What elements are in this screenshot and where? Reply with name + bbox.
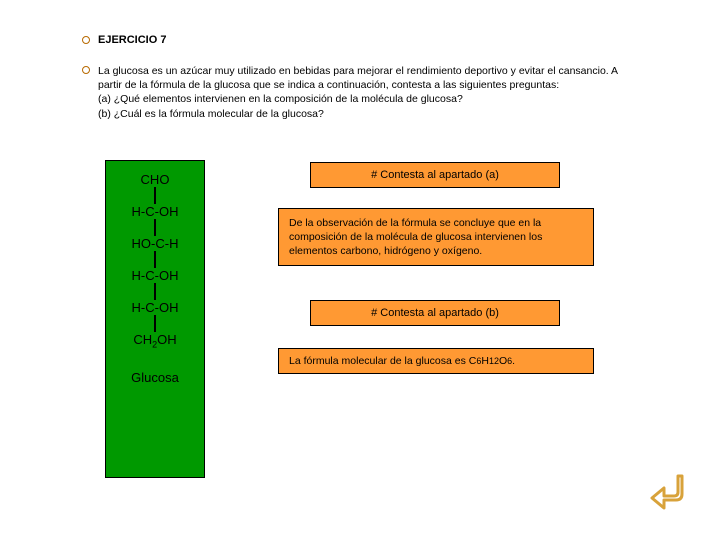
description-line: (b) ¿Cuál es la fórmula molecular de la …	[98, 108, 324, 120]
glucose-structure-box: CHO H-C-OH HO-C-H H-C-OH H-C-OH CH2OH Glucosa	[105, 160, 205, 478]
answer-b-header: # Contesta al apartado (b)	[310, 300, 560, 326]
answer-b-body: La fórmula molecular de la glucosa es C6…	[278, 348, 594, 374]
bond-line	[154, 315, 156, 332]
chem-line: H-C-OH	[132, 269, 179, 282]
answer-a-body: De la observación de la fórmula se concl…	[278, 208, 594, 266]
bond-line	[154, 251, 156, 268]
chem-line: H-C-OH	[132, 205, 179, 218]
bullet-dot	[82, 66, 90, 74]
description-line: (a) ¿Qué elementos intervienen en la com…	[98, 93, 463, 105]
chem-line: HO-C-H	[132, 237, 179, 250]
exercise-description: La glucosa es un azúcar muy utilizado en…	[98, 64, 638, 121]
description-line: La glucosa es un azúcar muy utilizado en…	[98, 65, 617, 91]
bullet-dot	[82, 36, 90, 44]
back-arrow-icon[interactable]	[648, 468, 692, 512]
answer-a-header: # Contesta al apartado (a)	[310, 162, 560, 188]
structure-label: Glucosa	[131, 370, 179, 385]
chem-line: CHO	[141, 173, 170, 186]
chem-line: H-C-OH	[132, 301, 179, 314]
exercise-title: EJERCICIO 7	[98, 34, 166, 46]
bond-line	[154, 219, 156, 236]
bond-line	[154, 283, 156, 300]
bond-line	[154, 187, 156, 204]
chem-line: CH2OH	[133, 333, 176, 350]
